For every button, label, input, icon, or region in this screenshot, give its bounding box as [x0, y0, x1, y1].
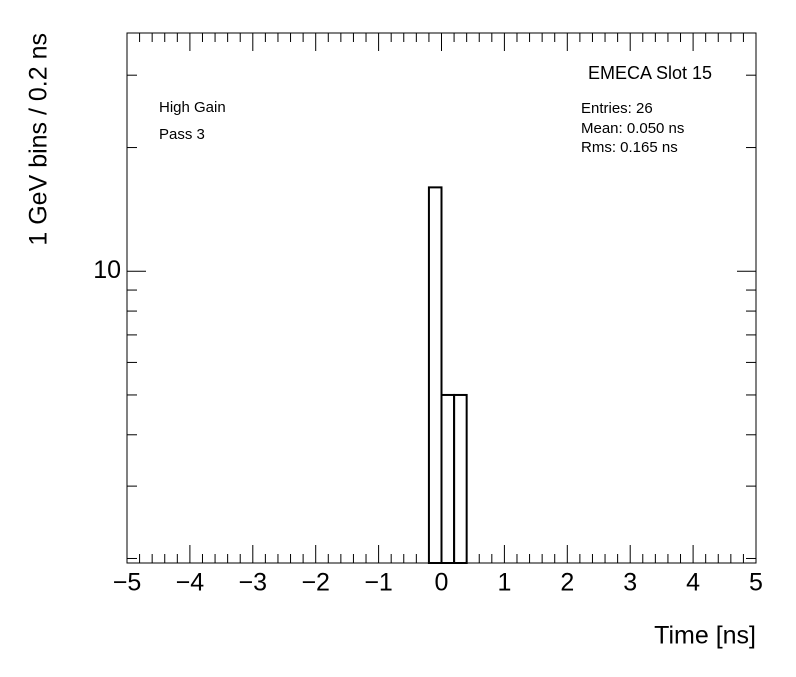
bar — [440, 393, 456, 564]
stat: Mean: 0.050 ns — [581, 120, 684, 137]
annotation: High Gain — [159, 99, 226, 116]
x-tick-label: −4 — [176, 569, 205, 597]
x-tick-label: −1 — [364, 569, 393, 597]
x-axis-label: Time [ns] — [654, 622, 756, 650]
x-tick-label: 0 — [435, 569, 449, 597]
x-tick-label: 4 — [686, 569, 700, 597]
stat: Entries: 26 — [581, 100, 653, 117]
x-tick-label: 5 — [749, 569, 763, 597]
bar — [427, 186, 443, 564]
stat: Rms: 0.165 ns — [581, 139, 678, 156]
y-tick-label: 10 — [93, 256, 121, 284]
x-tick-label: −3 — [239, 569, 268, 597]
x-tick-label: 1 — [497, 569, 511, 597]
chart-title: EMECA Slot 15 — [588, 63, 712, 83]
x-tick-label: 2 — [560, 569, 574, 597]
annotation: Pass 3 — [159, 126, 205, 143]
x-tick-label: 3 — [623, 569, 637, 597]
x-tick-label: −2 — [301, 569, 330, 597]
x-tick-label: −5 — [113, 569, 142, 597]
y-axis-label: 1 GeV bins / 0.2 ns — [25, 33, 53, 246]
bar — [453, 393, 468, 564]
